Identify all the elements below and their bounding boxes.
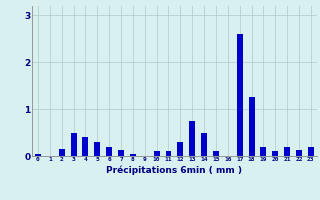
Bar [35, 154, 41, 156]
Bar [59, 149, 65, 156]
Bar [249, 97, 254, 156]
Bar [177, 142, 183, 156]
Bar [83, 137, 88, 156]
Bar [260, 147, 266, 156]
Bar [154, 151, 160, 156]
Bar [71, 133, 76, 156]
Bar [118, 150, 124, 156]
Bar [106, 147, 112, 156]
Bar [284, 147, 290, 156]
Bar [296, 150, 302, 156]
Bar [201, 133, 207, 156]
Bar [94, 142, 100, 156]
Bar [237, 34, 243, 156]
X-axis label: Précipitations 6min ( mm ): Précipitations 6min ( mm ) [106, 165, 243, 175]
Bar [213, 151, 219, 156]
Bar [308, 147, 314, 156]
Bar [165, 151, 172, 156]
Bar [272, 151, 278, 156]
Bar [189, 121, 195, 156]
Bar [130, 154, 136, 156]
